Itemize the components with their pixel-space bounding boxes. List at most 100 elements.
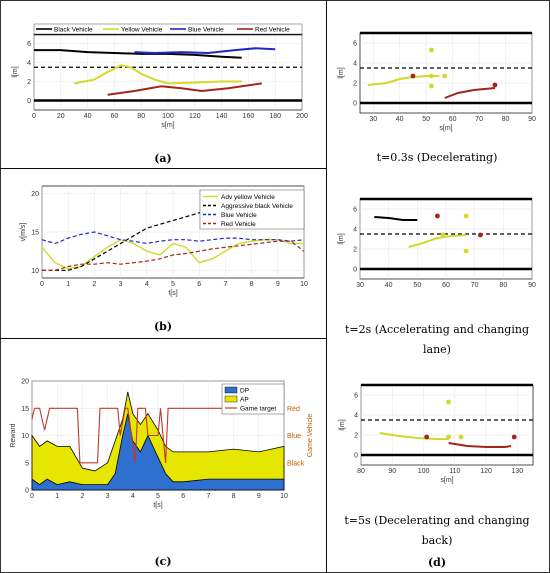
vehicle-point-d1 (429, 83, 434, 89)
x-tick-label-c: 4 (131, 493, 135, 500)
vehicle-point-d3 (446, 399, 451, 405)
y-tick-label-d1: 0 (353, 101, 357, 108)
x-tick-label-d3: 80 (357, 468, 365, 475)
x-tick-label-b: 8 (250, 281, 254, 288)
y-tick-label-c: 20 (21, 379, 29, 386)
right-axis-label-c: Game Vehicle (307, 414, 314, 458)
x-tick-label-d2: 50 (413, 282, 421, 289)
y-axis-label-d3: l[m] (339, 419, 346, 430)
plot-area-d1 (359, 32, 533, 114)
vehicle-point-d2 (463, 248, 469, 254)
series-line-a (107, 82, 262, 96)
y-tick-label-c: 0 (25, 488, 29, 495)
x-tick-label-d3: 100 (418, 468, 430, 475)
y-tick-label-c: 10 (21, 433, 29, 440)
caption-t2-line2: lane) (423, 343, 451, 356)
x-tick-label-a: 160 (243, 113, 255, 120)
x-tick-label-b: 10 (300, 281, 308, 288)
right-tick-label-c: Blue (287, 433, 301, 440)
x-tick-label-d1: 30 (369, 116, 377, 123)
series-line-a (74, 64, 242, 85)
y-tick-label-a: 6 (27, 41, 31, 48)
caption-d: (d) (428, 556, 446, 569)
x-tick-label-c: 7 (206, 493, 210, 500)
y-tick-label-b: 20 (31, 191, 39, 198)
vehicle-point-d3 (424, 434, 430, 440)
series-line-b (42, 240, 305, 271)
x-tick-label-b: 6 (197, 281, 201, 288)
x-axis-label-d3: s[m] (440, 477, 453, 484)
x-tick-label-c: 10 (280, 493, 288, 500)
y-axis-label-b: v[m/s] (20, 223, 27, 242)
vehicle-point-d1 (410, 73, 416, 79)
y-tick-label-b: 10 (31, 268, 39, 275)
chart-d3: 80 90 100 110 120 130 0 2 4 6 s[m] l[m] (339, 383, 534, 484)
x-tick-label-c: 8 (232, 493, 236, 500)
legend-box-a (33, 23, 303, 35)
x-tick-label-a: 20 (57, 113, 65, 120)
trajectory-line-d3 (448, 442, 512, 448)
series-line-a (134, 47, 276, 55)
chart-b: 0 1 2 3 4 5 6 7 8 9 10 10 15 20 t[s] v[m/s] Adv yellow V… (20, 185, 308, 297)
trajectory-line-d2 (408, 234, 467, 248)
series-line-a (34, 49, 242, 59)
area-ap (31, 391, 285, 491)
legend-label-a: Red Vehicle (255, 26, 290, 33)
x-tick-label-a: 40 (84, 113, 92, 120)
trajectory-line-d1 (367, 75, 440, 86)
y-tick-label-d3: 2 (354, 433, 358, 440)
x-tick-label-d1: 80 (502, 116, 510, 123)
legend-label-a: Black Vehicle (54, 26, 93, 33)
vehicle-point-d3 (511, 434, 517, 440)
y-tick-label-d2: 4 (353, 227, 357, 234)
y-tick-label-c: 15 (21, 406, 29, 413)
vehicle-point-d2 (435, 213, 440, 219)
y-axis-label-c: Reward (10, 423, 17, 447)
vehicle-point-d3 (446, 434, 451, 440)
vehicle-point-d2 (463, 213, 469, 219)
y-tick-label-d1: 6 (353, 41, 357, 48)
vehicle-point-d1 (429, 73, 434, 79)
legend-label-c: AP (240, 397, 249, 404)
legend-swatch-c (224, 386, 238, 394)
x-tick-label-b: 3 (119, 281, 123, 288)
x-tick-label-b: 4 (145, 281, 149, 288)
vehicle-point-d2 (440, 232, 446, 238)
caption-a: (a) (154, 152, 172, 165)
legend-label-c: Game target (240, 406, 276, 413)
trajectory-line-d3 (379, 432, 449, 440)
vehicle-point-d1 (429, 47, 434, 53)
y-tick-label-d2: 0 (353, 267, 357, 274)
x-tick-label-b: 1 (66, 281, 70, 288)
caption-t5-line1: t=5s (Decelerating and changing (344, 514, 529, 527)
y-tick-label-a: 0 (27, 98, 31, 105)
caption-b: (b) (154, 320, 172, 333)
caption-t5-line2: back) (422, 534, 453, 547)
x-tick-label-a: 100 (162, 113, 174, 120)
y-tick-label-d1: 2 (353, 81, 357, 88)
trajectory-line-d2 (374, 216, 418, 221)
caption-t2-line1: t=2s (Accelerating and changing (345, 323, 529, 336)
y-tick-label-d1: 4 (353, 61, 357, 68)
x-tick-label-d2: 90 (528, 282, 536, 289)
y-axis-label-d1: l[m] (338, 67, 345, 78)
y-tick-label-a: 2 (27, 79, 31, 86)
chart-d2: 30 40 50 60 70 80 90 0 2 4 6 l[m] (338, 197, 536, 289)
legend-label-a: Yellow Vehicle (121, 26, 163, 33)
x-tick-label-a: 0 (32, 113, 36, 120)
x-axis-label-b: t[s] (168, 290, 177, 297)
x-tick-label-d1: 90 (528, 116, 536, 123)
y-tick-label-d3: 6 (354, 393, 358, 400)
plot-area-d3 (360, 384, 534, 466)
vehicle-point-d3 (458, 434, 464, 440)
x-tick-label-c: 1 (55, 493, 59, 500)
x-tick-label-d2: 60 (442, 282, 450, 289)
caption-c: (c) (154, 555, 171, 568)
x-tick-label-a: 200 (296, 113, 308, 120)
vehicle-point-d2 (478, 232, 483, 238)
series-line-b (42, 193, 304, 271)
y-tick-label-d2: 6 (353, 207, 357, 214)
y-tick-label-d3: 0 (354, 453, 358, 460)
x-tick-label-d1: 70 (475, 116, 483, 123)
